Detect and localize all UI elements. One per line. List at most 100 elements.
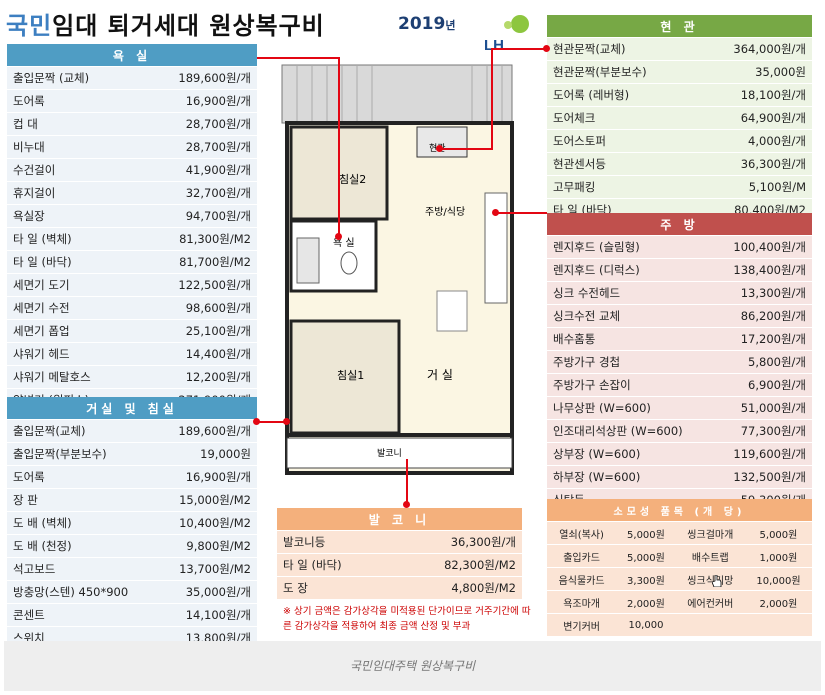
table-row: 세면기 수전 98,600원/개: [7, 296, 257, 320]
item-name: 도어체크: [547, 106, 695, 130]
table-row: 석고보드 13,700원/M2: [7, 557, 257, 581]
item-name: 컵 대: [7, 112, 136, 136]
year-label: 2019년: [398, 14, 456, 34]
table-row: 음식물카드 3,300원 씽크식기망 10,000원: [547, 567, 812, 591]
svg-text:LH: LH: [484, 37, 504, 54]
item-name: 도어록: [7, 465, 158, 489]
hand-cursor-icon: [712, 575, 722, 587]
footer: 국민임대주택 원상복구비: [4, 641, 821, 691]
entrance-price-table: 현 관 현관문짝(교체) 364,000원/개 현관문짝(부분보수) 35,000원 도…: [547, 15, 812, 222]
item-price: 81,300원/M2: [135, 227, 257, 251]
item-price: 364,000원/개: [694, 37, 812, 61]
item-name: 고무패킹: [547, 175, 695, 199]
connector-line: [496, 212, 547, 214]
item-name: 샤워기 메탈호스: [7, 365, 136, 389]
table-row: 도 배 (천정) 9,800원/M2: [7, 534, 257, 558]
table-row: 도 장 4,800원/M2: [277, 576, 522, 600]
kitchen-price-table: 주 방 렌지후드 (슬림형) 100,400원/개 렌지후드 (디럭스) 138,40…: [547, 213, 812, 512]
item-price: 122,500원/개: [135, 273, 257, 297]
table-row: 싱크수전 교체 86,200원/개: [547, 304, 812, 328]
item-price: [744, 613, 812, 637]
consumables-price-table: 소모성 품목 (개 당) 열쇠(복사) 5,000원 씽크걸마개 5,000원 출입카드…: [547, 499, 812, 637]
table-row: 욕실장 94,700원/개: [7, 204, 257, 228]
item-price: 119,600원/개: [712, 442, 812, 466]
item-name: 방충망(스텐) 450*900: [7, 580, 158, 604]
connector-line: [406, 459, 408, 505]
item-price: 132,500원/개: [712, 465, 812, 489]
item-price: 36,300원/개: [694, 152, 812, 176]
table-row: 주방가구 경첩 5,800원/개: [547, 350, 812, 374]
item-name: 수건걸이: [7, 158, 136, 182]
table-header: 발 코 니: [277, 508, 522, 531]
table-row: 배수홈통 17,200원/개: [547, 327, 812, 351]
item-name: 렌지후드 (디럭스): [547, 258, 713, 282]
item-name: 상부장 (W=600): [547, 442, 713, 466]
table-row: 출입문짝(교체) 189,600원/개: [7, 419, 257, 443]
table-row: 렌지후드 (디럭스) 138,400원/개: [547, 258, 812, 282]
item-name: 출입카드: [547, 544, 617, 568]
balcony-marker: [403, 501, 410, 508]
table-row: 샤워기 메탈호스 12,200원/개: [7, 365, 257, 389]
floor-plan: 침실2 주방/식당 욕 실 침실1 거 실 현관 발코니: [277, 63, 520, 503]
item-price: 17,200원/개: [712, 327, 812, 351]
item-price: 94,700원/개: [135, 204, 257, 228]
item-price: 189,600원/개: [157, 419, 257, 443]
table-row: 출입문짝 (교체) 189,600원/개: [7, 66, 257, 90]
item-price: 19,000원: [157, 442, 257, 466]
connector-line: [257, 421, 287, 423]
item-name: 욕조마개: [547, 590, 617, 614]
bedroom-marker: [283, 418, 290, 425]
item-name: 장 판: [7, 488, 158, 512]
table-row: 현관문짝(교체) 364,000원/개: [547, 37, 812, 61]
table-row: 방충망(스텐) 450*900 35,000원/개: [7, 580, 257, 604]
table-row: 타 일 (바닥) 81,700원/M2: [7, 250, 257, 274]
item-name: 하부장 (W=600): [547, 465, 713, 489]
item-price: 16,900원/개: [157, 465, 257, 489]
item-price: 5,800원/개: [712, 350, 812, 374]
table-row: 도 배 (벽체) 10,400원/M2: [7, 511, 257, 535]
connector-line: [491, 48, 493, 148]
item-price: 25,100원/개: [135, 319, 257, 343]
item-name: 출입문짝(교체): [7, 419, 158, 443]
table-row: 수건걸이 41,900원/개: [7, 158, 257, 182]
item-price: 81,700원/M2: [135, 250, 257, 274]
item-name: 발코니등: [277, 530, 389, 554]
item-name: 도 배 (벽체): [7, 511, 158, 535]
item-price: 9,800원/M2: [157, 534, 257, 558]
kitchen-marker: [492, 209, 499, 216]
table-row: 현관센서등 36,300원/개: [547, 152, 812, 176]
item-price: 35,000원: [694, 60, 812, 84]
item-name: 콘센트: [7, 603, 158, 627]
item-price: 189,600원/개: [135, 66, 257, 90]
item-name: 석고보드: [7, 557, 158, 581]
table-row: 샤워기 헤드 14,400원/개: [7, 342, 257, 366]
item-name: 씽크걸마개: [675, 521, 745, 545]
item-name: 음식물카드: [547, 567, 617, 591]
table-row: 도어록 16,900원/개: [7, 89, 257, 113]
table-row: 주방가구 손잡이 6,900원/개: [547, 373, 812, 397]
item-name: 에어컨커버: [675, 590, 745, 614]
svg-text:욕 실: 욕 실: [333, 237, 355, 249]
item-price: 36,300원/개: [388, 530, 522, 554]
item-price: 6,900원/개: [712, 373, 812, 397]
item-name: 비누대: [7, 135, 136, 159]
item-price: 14,100원/개: [157, 603, 257, 627]
item-name: 세면기 도기: [7, 273, 136, 297]
item-price: 13,700원/M2: [157, 557, 257, 581]
item-name: 샤워기 헤드: [7, 342, 136, 366]
item-price: 4,000원/개: [694, 129, 812, 153]
table-row: 나무상판 (W=600) 51,000원/개: [547, 396, 812, 420]
table-row: 세면기 폽업 25,100원/개: [7, 319, 257, 343]
item-name: 열쇠(복사): [547, 521, 617, 545]
item-price: 12,200원/개: [135, 365, 257, 389]
item-name: 세면기 폽업: [7, 319, 136, 343]
item-price: 5,000원: [616, 544, 676, 568]
item-name: 도어록 (레버형): [547, 83, 695, 107]
item-name: [675, 613, 745, 637]
item-price: 10,400원/M2: [157, 511, 257, 535]
table-row: 도어록 (레버형) 18,100원/개: [547, 83, 812, 107]
item-name: 도어록: [7, 89, 136, 113]
item-name: 변기커버: [547, 613, 617, 637]
entrance-marker: [436, 145, 443, 152]
item-price: 2,000원: [744, 590, 812, 614]
